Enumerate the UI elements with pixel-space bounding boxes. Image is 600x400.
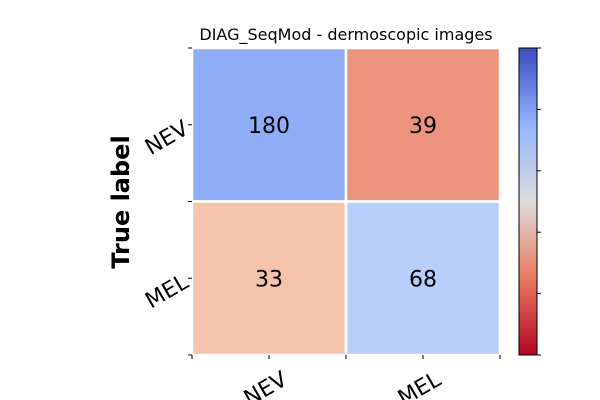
colorbar-ticks <box>537 47 541 356</box>
y-tick-label: MEL <box>141 269 193 314</box>
heatmap-cell-nev-nev <box>190 46 348 203</box>
heatmap-cells: 180 39 33 68 <box>190 46 502 357</box>
cell-value-label: 39 <box>409 114 437 139</box>
x-tick-label: MEL <box>394 367 446 400</box>
chart-title: DIAG_SeqMod - dermoscopic images <box>199 25 492 45</box>
heatmap-cell-mel-nev <box>190 200 348 357</box>
cell-value-label: 68 <box>409 267 437 292</box>
y-tick-label: NEV <box>141 116 193 160</box>
heatmap-cell-nev-mel <box>344 46 502 203</box>
y-axis-label: True label <box>107 135 135 268</box>
colorbar <box>518 47 541 356</box>
axis-ticks <box>188 47 501 359</box>
cell-value-label: 33 <box>255 267 283 292</box>
x-tick-label: NEV <box>240 367 292 400</box>
colorbar-gradient <box>518 47 538 356</box>
cell-value-label: 180 <box>248 114 290 139</box>
